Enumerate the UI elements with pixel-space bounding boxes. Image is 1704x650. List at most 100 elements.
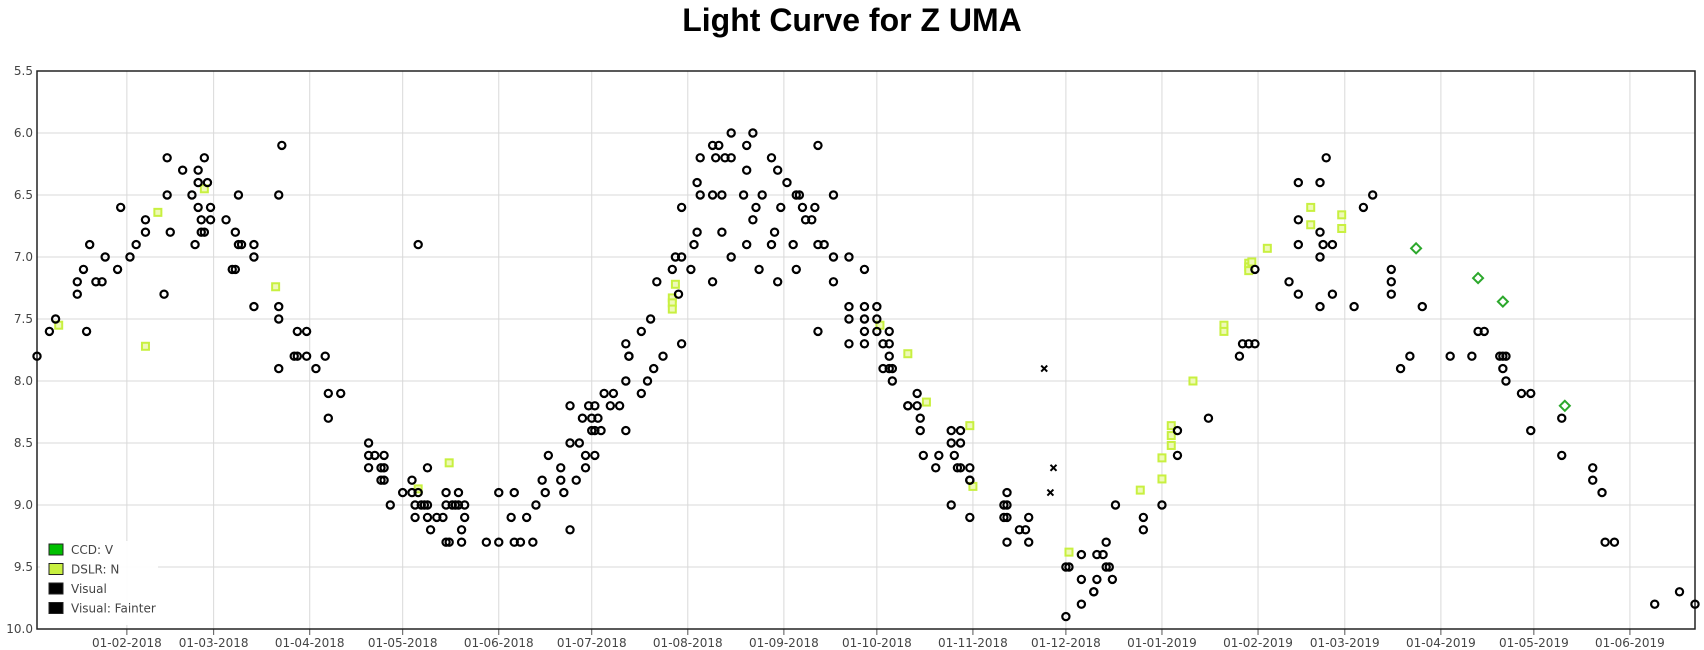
visual-point [590,450,600,461]
data-points [32,128,1700,622]
visual-point [277,140,287,151]
visual-point [859,326,870,337]
visual-point [649,363,659,374]
visual-point [912,388,922,399]
visual-point [459,512,470,523]
visual-point [125,252,135,262]
visual-point [667,264,678,275]
y-tick-label: 6.0 [14,126,33,140]
visual-point [757,190,767,200]
visual-point [249,301,259,312]
visual-point [1315,252,1325,262]
visual-point [819,239,829,250]
dslr-point [670,279,680,289]
visual-point [233,190,244,200]
dslr-point [1337,210,1347,220]
visual-point [274,301,284,312]
visual-point [624,351,634,361]
dslr-point [1166,431,1176,441]
visual-point [797,202,808,213]
visual-point [1315,227,1325,237]
visual-point [955,425,966,436]
x-tick-label: 01-02-2018 [92,636,162,650]
visual-point [565,438,575,448]
visual-point [370,450,380,461]
visual-point [692,227,702,237]
visual-point [1020,525,1031,535]
visual-point [1293,289,1304,299]
visual-point [292,351,303,361]
visual-point [707,190,718,200]
visual-point [72,277,82,287]
visual-point [645,314,656,324]
visual-point [903,401,913,411]
visual-point [676,202,687,213]
visual-point [1293,239,1304,250]
y-tick-label: 6.5 [14,188,33,202]
visual-point [407,475,417,485]
visual-point [1479,326,1489,337]
series-ccd-v [1409,241,1572,413]
x-tick-label: 01-05-2019 [1499,636,1569,650]
visual-point [1061,611,1071,622]
visual-point [884,326,894,337]
visual-point [1386,264,1396,275]
visual-point [965,475,975,485]
visual-point [813,326,823,337]
visual-point [162,190,172,200]
legend-swatch [48,602,64,614]
visual-point [794,190,805,200]
visual-point [379,463,389,473]
visual-point [872,326,882,337]
visual-point [605,401,616,411]
visual-point [596,425,606,436]
visual-point [614,401,625,411]
visual-point [230,264,241,275]
visual-point [828,190,839,200]
visual-point [413,487,423,498]
x-tick-label: 01-08-2018 [653,636,723,650]
visual-point [1076,549,1087,560]
visual-point [1110,500,1121,510]
visual-point [1516,388,1527,399]
visual-point [710,153,721,163]
visual-point [621,425,631,436]
visual-point [912,401,922,411]
visual-point [190,239,200,250]
visual-point [1076,599,1087,609]
x-tick-label: 01-01-2019 [1127,636,1197,650]
visual-point [726,153,736,163]
visual-point [363,463,374,473]
visual-point [748,128,758,138]
visual-point [741,165,752,175]
visual-point [1526,388,1536,399]
y-tick-label: 8.5 [14,436,33,450]
visual-point [571,475,581,485]
visual-point [376,475,386,485]
visual-point [50,314,61,324]
y-tick-label: 5.5 [14,64,33,78]
visual-point [379,475,389,485]
grid-lines [37,70,1695,630]
visual-point [1318,239,1328,250]
visual-point [81,326,92,337]
visual-point [301,326,312,337]
visual-point [1138,512,1149,523]
visual-point [751,202,761,213]
visual-point [323,413,334,423]
visual-point [621,339,631,349]
x-tick-label: 01-11-2018 [938,636,1008,650]
visual-point [931,463,941,473]
visual-point [1327,289,1338,299]
visual-point [859,314,870,324]
visual-point [233,239,244,250]
visual-point [565,525,575,535]
visual-point [230,227,241,237]
visual-point [776,202,786,213]
dslr-point [271,282,281,292]
visual-point [686,264,696,275]
visual-point [1092,574,1102,585]
visual-point [621,376,631,386]
visual-point [1386,277,1396,287]
